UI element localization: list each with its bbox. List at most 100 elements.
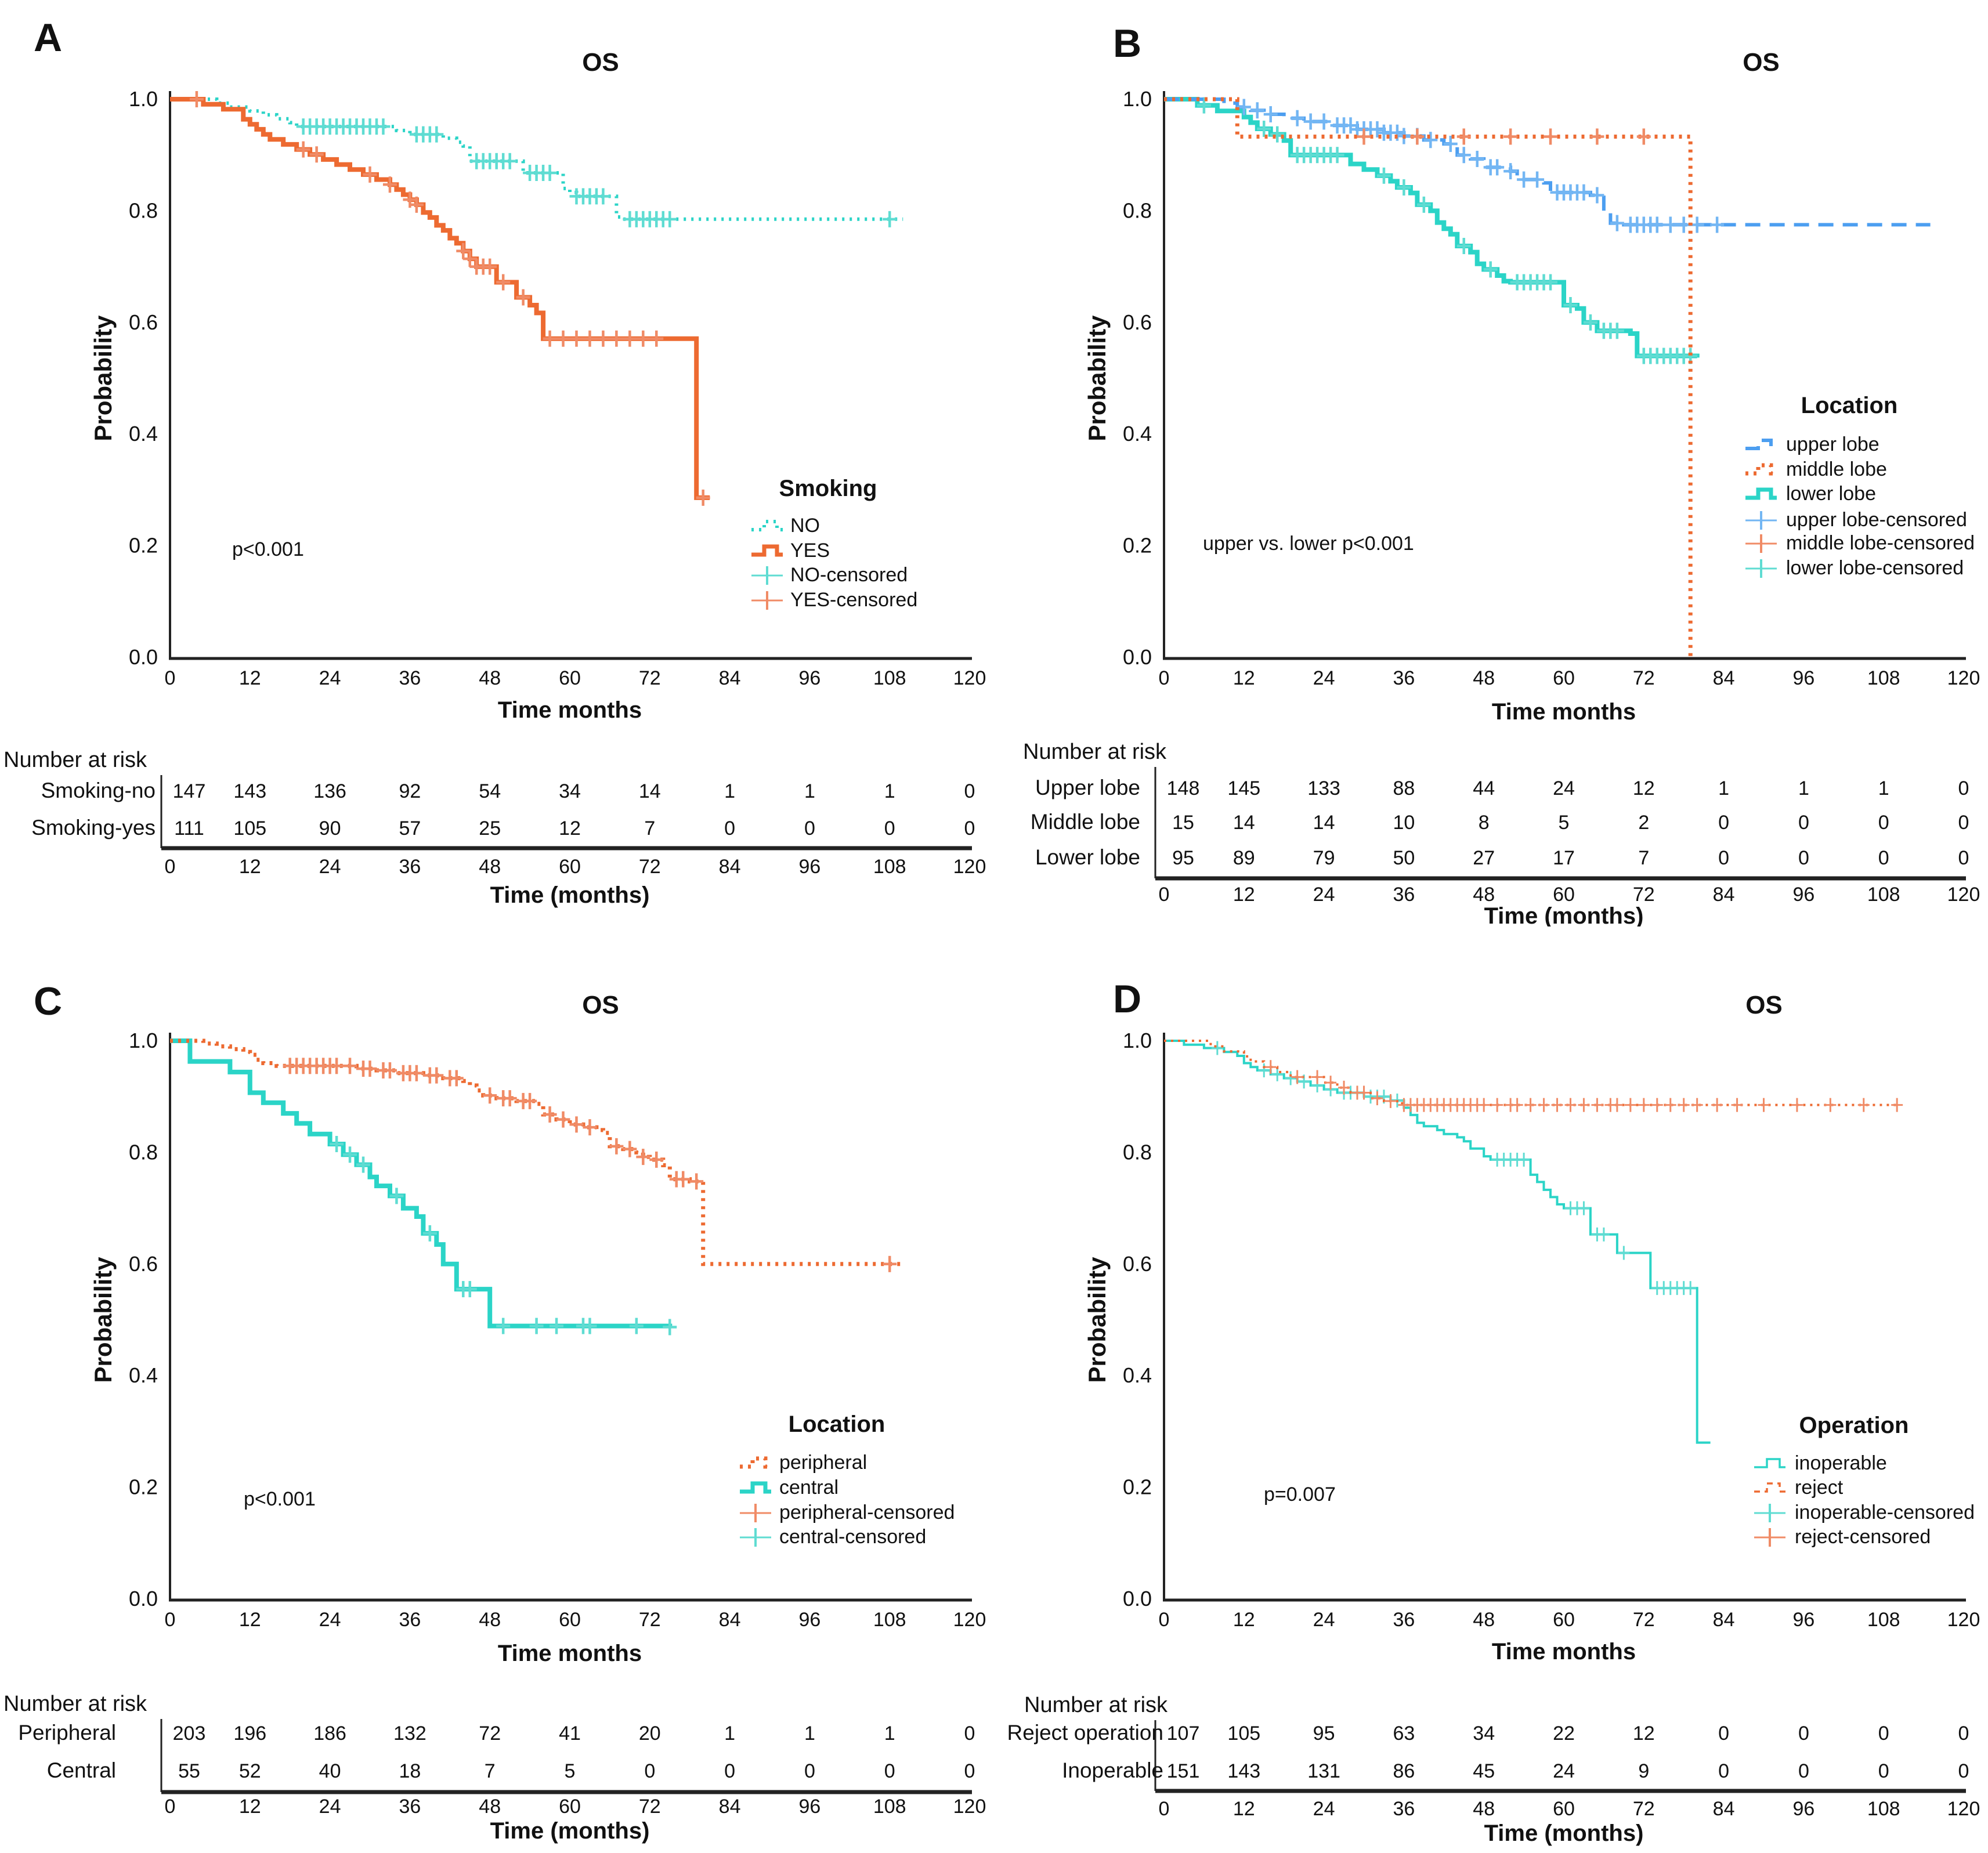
risk-value: 57 — [399, 817, 421, 839]
censor-mark — [296, 141, 310, 158]
legend-item-label: middle lobe-censored — [1786, 532, 1975, 554]
censor-mark — [363, 166, 377, 183]
risk-value: 27 — [1473, 847, 1495, 869]
risk-table-header: Number at risk — [3, 1692, 147, 1716]
censor-mark — [883, 211, 897, 227]
y-axis-label: Probability — [89, 1257, 117, 1383]
risk-value: 0 — [804, 1760, 815, 1782]
upper-lobe-censor-marks — [1237, 99, 1725, 233]
risk-row-label: Upper lobe — [1035, 776, 1140, 799]
censor-mark — [1270, 126, 1285, 143]
risk-value: 1 — [804, 1722, 815, 1745]
y-tick-label: 0.4 — [129, 1363, 158, 1387]
y-axis-label: Probability — [89, 315, 117, 441]
censor-mark — [1610, 323, 1624, 339]
risk-axis-label: Time (months) — [490, 882, 650, 908]
risk-value: 41 — [559, 1722, 581, 1745]
censor-mark — [1678, 1098, 1690, 1112]
y-tick-label: 1.0 — [129, 1029, 158, 1052]
y-tick-label: 0.0 — [1123, 1587, 1152, 1610]
risk-tick-label: 36 — [399, 856, 421, 878]
censor-mark — [1197, 97, 1211, 114]
y-tick-label: 1.0 — [129, 87, 158, 111]
risk-value: 0 — [724, 817, 735, 839]
risk-tick-label: 108 — [873, 856, 906, 878]
censor-mark — [543, 164, 557, 181]
risk-row-label: Central — [47, 1758, 116, 1782]
risk-tick-label: 84 — [719, 1796, 741, 1818]
x-tick-label: 72 — [1633, 667, 1655, 689]
risk-row-label: Inoperable — [1062, 1758, 1163, 1782]
x-tick-label: 48 — [1473, 667, 1495, 689]
y-tick-label: 0.8 — [129, 1140, 158, 1164]
legend-item-label: lower lobe — [1786, 483, 1876, 505]
censor-mark — [1544, 274, 1558, 291]
censor-mark — [689, 1173, 704, 1190]
risk-value: 1 — [804, 780, 815, 802]
x-tick-label: 84 — [719, 667, 741, 689]
censor-mark — [1564, 1098, 1577, 1112]
panel-D-svg: D OS Probability 1.0 0.8 0.6 0.4 0.2 0.0 0 12 24 36 4… — [1007, 977, 1980, 1846]
risk-value: 63 — [1393, 1722, 1415, 1745]
risk-row-label: Reject operation — [1007, 1721, 1163, 1745]
panel-C-svg: C OS Probability 1.0 0.8 0.6 0.4 0.2 0.0 0 12 24 36 4… — [3, 979, 986, 1844]
legend-line-icon — [751, 520, 783, 531]
x-axis-label: Time months — [498, 697, 642, 723]
legend-line-icon — [751, 544, 783, 557]
legend-title: Location — [789, 1412, 885, 1437]
risk-value: 143 — [233, 780, 266, 802]
risk-value: 0 — [1718, 847, 1729, 869]
risk-value: 12 — [1633, 1722, 1655, 1745]
censor-mark — [1578, 1201, 1590, 1215]
legend-line-icon — [1745, 487, 1777, 500]
censor-mark — [1551, 1098, 1563, 1112]
risk-value: 0 — [964, 780, 975, 802]
censor-mark — [1891, 1098, 1903, 1112]
risk-tick-label: 48 — [479, 1796, 501, 1818]
x-tick-label: 120 — [1947, 1609, 1980, 1631]
censor-mark — [1611, 1098, 1623, 1112]
legend-item-label: upper lobe — [1786, 433, 1879, 455]
censor-mark — [1590, 187, 1604, 204]
risk-value: 14 — [1233, 812, 1255, 834]
panel-letter: D — [1113, 977, 1141, 1021]
legend-line-icon — [1745, 463, 1777, 476]
x-tick-label: 48 — [1473, 1609, 1495, 1631]
risk-value: 89 — [1233, 847, 1255, 869]
censor-mark — [456, 243, 471, 259]
risk-value: 0 — [804, 817, 815, 839]
legend-item-label: peripheral-censored — [779, 1501, 955, 1523]
risk-tick-label: 0 — [1159, 884, 1170, 906]
risk-tick-label: 60 — [559, 856, 581, 878]
risk-value: 0 — [964, 1722, 975, 1745]
x-tick-label: 24 — [1313, 1609, 1335, 1631]
x-tick-label: 60 — [559, 1609, 581, 1631]
risk-tick-label: 72 — [639, 1796, 661, 1818]
censor-mark — [1290, 110, 1304, 126]
censor-mark — [696, 489, 710, 506]
risk-tick-label: 12 — [1233, 1798, 1255, 1820]
censor-mark — [676, 1171, 691, 1188]
y-tick-label: 0.8 — [129, 198, 158, 222]
censor-mark — [1271, 1067, 1284, 1081]
risk-value: 22 — [1553, 1722, 1575, 1745]
censor-mark — [596, 188, 610, 205]
censor-mark — [496, 274, 511, 291]
censor-mark — [1530, 171, 1545, 188]
central-curve — [170, 1038, 673, 1329]
censor-mark — [376, 118, 391, 135]
y-tick-label: 0.8 — [1123, 1140, 1152, 1164]
risk-axis-label: Time (months) — [1484, 903, 1644, 926]
x-tick-label: 96 — [798, 667, 820, 689]
censor-mark — [382, 1062, 397, 1078]
censor-mark — [496, 1318, 511, 1334]
x-axis-label: Time months — [498, 1641, 642, 1666]
chart-title: OS — [1743, 48, 1780, 77]
p-value-text: p=0.007 — [1264, 1483, 1336, 1505]
panel-letter: B — [1113, 21, 1141, 66]
censor-mark — [1410, 128, 1425, 145]
y-tick-label: 0.6 — [1123, 1252, 1152, 1276]
censor-mark — [1264, 1060, 1277, 1074]
